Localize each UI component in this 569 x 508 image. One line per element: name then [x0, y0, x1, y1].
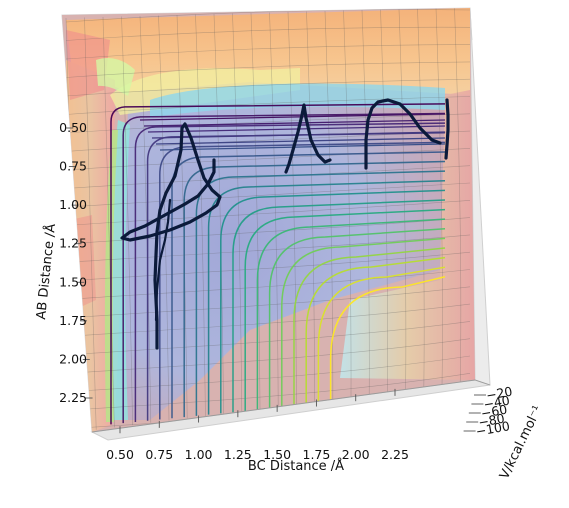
mesh-line-horizontal	[65, 44, 471, 60]
ridge-green-strip	[96, 58, 135, 96]
mesh-line-vertical	[232, 13, 243, 412]
contour-line	[244, 208, 446, 411]
y-axis-label: AB Distance /Å	[33, 223, 59, 320]
x-tick-label: 1.75	[303, 447, 331, 462]
contour-line	[110, 103, 446, 425]
trajectory-path-5	[154, 198, 172, 322]
front-outline	[91, 379, 491, 433]
contour-line	[293, 247, 446, 407]
y-tick-label: 1.50	[59, 274, 87, 289]
y-tick-label: 0.50	[59, 120, 87, 135]
contour-line	[305, 256, 446, 405]
contour-line	[256, 218, 446, 410]
mesh-line-horizontal	[65, 148, 471, 171]
contour-line	[329, 276, 446, 403]
y-tick-label: 1.00	[59, 197, 87, 212]
y-tick-label: 2.00	[59, 351, 87, 366]
x-axis-ticks: 0.50 0.75 1.00 1.25 1.50 1.75 2.00 2.25	[106, 388, 409, 462]
trajectory-path-3	[364, 98, 442, 170]
contour-line	[232, 199, 446, 413]
mesh-line-vertical	[176, 14, 188, 419]
mesh-line-horizontal	[65, 61, 471, 78]
y-axis-ticks: 0.50 0.75 1.00 1.25 1.50 1.75 2.00 2.25	[59, 120, 93, 405]
y-tick-label: 0.75	[59, 159, 87, 174]
y-tick-label: 2.25	[59, 390, 87, 405]
y-tick-label: 1.75	[59, 313, 87, 328]
x-tick-label: 1.25	[224, 447, 252, 462]
mesh-line-horizontal	[65, 355, 471, 393]
mesh-line-horizontal	[65, 234, 471, 263]
mesh-line-vertical	[306, 11, 315, 403]
mesh-line-horizontal	[65, 338, 471, 374]
mesh-line-vertical	[139, 15, 152, 423]
ridge-cyan-left	[110, 120, 130, 420]
x-tick-label: 2.00	[342, 447, 370, 462]
trajectory	[120, 98, 450, 350]
mesh-line-horizontal	[65, 200, 471, 226]
contour-line	[134, 122, 446, 422]
contour-line	[122, 112, 446, 424]
z-tick-label: −80	[477, 411, 506, 430]
x-tick-label: 1.00	[185, 447, 213, 462]
surface-right-band	[340, 90, 475, 380]
contour-line	[281, 237, 446, 408]
surface-valley	[115, 98, 445, 420]
contour-line	[146, 131, 446, 421]
mesh-line-vertical	[269, 12, 279, 407]
x-axis-label: BC Distance /Å	[248, 458, 344, 474]
mesh-line-horizontal	[65, 78, 471, 97]
contour-line	[155, 137, 446, 145]
x-tick-label: 0.75	[145, 447, 173, 462]
trajectory-path-1	[120, 122, 222, 350]
mesh-line-vertical	[435, 8, 443, 387]
x-tick-label: 1.50	[263, 447, 291, 462]
x-tick-label: 2.25	[381, 447, 409, 462]
mesh-line-horizontal	[65, 165, 471, 189]
surface-left-band	[66, 60, 115, 432]
y-tick-label: 1.25	[59, 236, 87, 251]
z-tick-label: −100	[475, 418, 511, 439]
mesh-line-horizontal	[65, 251, 471, 282]
z-tick-label: −40	[482, 393, 511, 412]
mesh-line-vertical	[287, 11, 297, 405]
mesh-line-horizontal	[65, 321, 471, 356]
contour-line	[183, 160, 446, 418]
mesh-line-vertical	[250, 12, 261, 410]
z-tick-label: −20	[485, 384, 514, 403]
trajectory-path-4	[444, 98, 450, 160]
contour-line	[268, 228, 446, 409]
contour-line	[317, 266, 446, 404]
z-tick-label: −60	[480, 402, 509, 421]
contour-line	[171, 151, 446, 419]
mesh-line-horizontal	[65, 9, 471, 23]
mesh-line-vertical	[454, 8, 462, 384]
surface	[62, 8, 475, 432]
x-tick-label: 0.50	[106, 447, 134, 462]
contour-line	[147, 125, 446, 133]
mesh-line-vertical	[121, 16, 133, 426]
contour-line	[159, 143, 446, 151]
mesh-line-horizontal	[65, 269, 471, 300]
mesh-line-horizontal	[65, 286, 471, 319]
contour-line	[220, 189, 446, 414]
mesh-line-vertical	[417, 8, 425, 389]
contour-line	[159, 141, 446, 420]
trajectory-path-2	[284, 103, 332, 174]
mesh-line-horizontal	[65, 26, 471, 41]
contour-line	[139, 113, 446, 121]
contour-lines	[110, 103, 446, 425]
mesh-line-horizontal	[65, 373, 471, 411]
mesh-line-horizontal	[65, 303, 471, 337]
pane-gridline	[469, 8, 473, 41]
contour-line	[143, 119, 446, 127]
mesh-line-vertical	[195, 14, 206, 416]
ridge-cyan-top	[150, 83, 445, 118]
z-axis-ticks: −20−40−60−80−100	[463, 384, 514, 439]
